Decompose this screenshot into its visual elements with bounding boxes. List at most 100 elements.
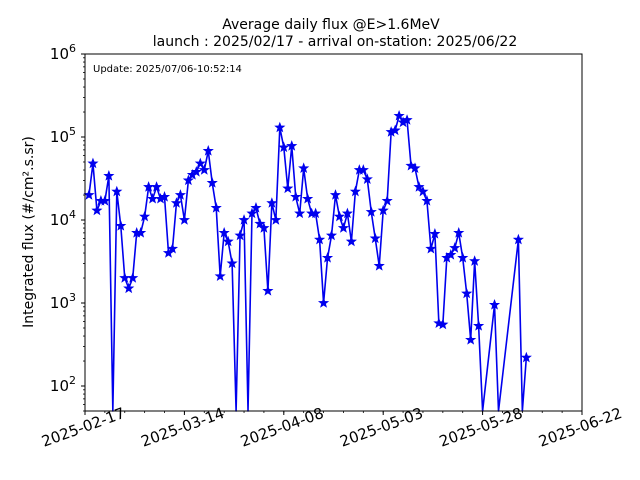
data-point [393, 109, 405, 121]
data-point [349, 185, 361, 197]
data-point [310, 207, 322, 219]
data-point [369, 232, 381, 244]
data-point [417, 185, 429, 197]
data-point [139, 210, 151, 222]
data-point [91, 204, 103, 216]
data-point [103, 170, 115, 181]
data-point [198, 164, 210, 175]
data-point [429, 228, 441, 239]
data-point [258, 222, 270, 233]
data-point [457, 251, 469, 263]
data-point [111, 185, 123, 197]
data-point [377, 204, 389, 216]
data-point [512, 233, 524, 245]
data-point [206, 177, 218, 188]
series-line [88, 115, 528, 412]
data-point [465, 333, 477, 345]
data-point [127, 272, 139, 283]
data-point [202, 145, 214, 156]
data-point [425, 242, 437, 254]
data-point [182, 174, 194, 186]
data-point [190, 166, 202, 177]
data-point [381, 195, 393, 206]
data-point [321, 251, 334, 263]
y-tick-label: 102 [50, 374, 76, 395]
update-annotation: Update: 2025/07/06-10:52:14 [93, 64, 242, 75]
data-point [178, 214, 190, 225]
data-point [250, 202, 262, 213]
data-point [99, 195, 111, 206]
data-point [246, 207, 258, 219]
data-point [170, 197, 183, 208]
data-point [282, 182, 294, 194]
data-point [226, 257, 238, 269]
data-point [345, 235, 357, 247]
data-point [333, 210, 346, 222]
y-tick-label: 103 [50, 291, 76, 312]
y-tick-label: 104 [50, 208, 76, 229]
data-point [262, 285, 274, 296]
data-point [222, 235, 234, 247]
y-axis-label: Integrated flux (#/cm².s.sr) [21, 136, 37, 328]
data-point [437, 318, 449, 330]
data-point [87, 157, 99, 169]
chart-subtitle: launch : 2025/02/17 - arrival on-station… [153, 34, 518, 50]
data-point [469, 255, 481, 266]
data-point [373, 260, 385, 271]
data-point [361, 173, 373, 184]
data-point [325, 229, 338, 241]
data-point [166, 242, 179, 254]
data-point [210, 202, 222, 213]
data-point [238, 214, 250, 225]
y-tick-label: 105 [50, 125, 76, 146]
data-point [329, 189, 342, 200]
data-point [337, 222, 350, 233]
data-point [445, 249, 457, 260]
data-point [147, 192, 159, 204]
data-point [158, 191, 171, 202]
data-point [214, 270, 226, 282]
data-point [194, 157, 206, 169]
data-point [286, 140, 298, 151]
data-point [302, 192, 314, 204]
data-point [317, 297, 330, 308]
data-point [341, 207, 353, 219]
data-point [278, 141, 290, 153]
data-point [365, 206, 377, 217]
data-point [83, 189, 95, 200]
plot-area [83, 109, 532, 412]
data-point [461, 287, 473, 299]
data-point [409, 162, 421, 174]
data-point [150, 181, 163, 192]
data-point [401, 114, 413, 125]
data-point [298, 162, 310, 174]
data-point [421, 195, 433, 206]
data-point [174, 189, 186, 200]
data-point [218, 226, 230, 238]
chart-title: Average daily flux @E>1.6MeV [222, 17, 440, 33]
data-point [234, 229, 246, 241]
data-point [290, 191, 302, 202]
data-point [254, 217, 266, 229]
data-point [488, 299, 501, 310]
data-point [270, 214, 282, 225]
data-point [274, 121, 286, 133]
axes-ticks: 2025-02-17 2025-03-14 2025-04-08 2025-05-03… [39, 42, 624, 451]
data-point [135, 227, 147, 238]
axes-frame [84, 53, 583, 412]
data-point [266, 197, 278, 208]
data-point [357, 164, 369, 175]
data-point [115, 220, 127, 231]
data-point [473, 320, 485, 331]
data-point [294, 207, 306, 219]
data-point [119, 272, 131, 283]
data-point [520, 351, 532, 363]
data-point [389, 124, 401, 136]
data-point [413, 181, 425, 192]
data-point [314, 233, 326, 245]
data-point [453, 227, 465, 238]
data-point [123, 282, 135, 294]
y-tick-label: 106 [50, 42, 76, 63]
data-point [449, 242, 461, 253]
